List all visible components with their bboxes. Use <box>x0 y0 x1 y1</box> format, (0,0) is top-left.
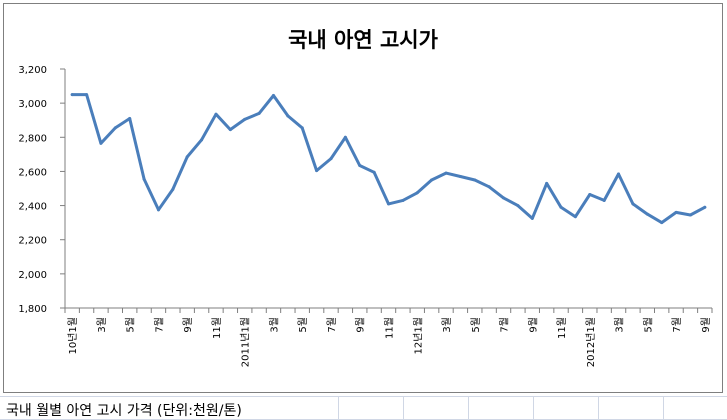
data-point <box>645 212 649 216</box>
x-tick-label: 7월 <box>499 317 511 333</box>
data-point <box>415 191 419 195</box>
data-point <box>545 181 549 185</box>
x-tick-label: 7월 <box>671 317 683 333</box>
cell-gridline <box>468 397 469 419</box>
x-tick-label: 5월 <box>125 317 137 333</box>
cell-gridline <box>663 397 664 419</box>
data-point <box>128 117 132 121</box>
data-point <box>559 205 563 209</box>
data-point <box>271 93 275 97</box>
data-point <box>142 177 146 181</box>
x-tick-label: 9월 <box>527 317 539 333</box>
data-point <box>444 171 448 175</box>
data-point <box>617 172 621 176</box>
data-point <box>200 138 204 142</box>
data-point <box>530 216 534 220</box>
data-point <box>602 198 606 202</box>
chart-frame: 국내 아연 고시가 <box>3 3 723 393</box>
x-tick-label: 7월 <box>326 317 338 333</box>
y-tick-label: 2,000 <box>18 270 47 281</box>
x-tick-label: 5월 <box>642 317 654 333</box>
x-axis-ticks: 10년1월 3월 5월 7월 9월 11월 2011년1월 3월 5월 7월 9월 11월 12년1월 3… <box>64 308 713 367</box>
x-tick-label: 9월 <box>700 317 712 333</box>
y-tick-label: 1,800 <box>18 304 47 315</box>
axes <box>64 69 712 309</box>
data-point <box>573 215 577 219</box>
x-tick-label: 7월 <box>153 317 165 333</box>
x-tick-label: 12년1월 <box>412 317 424 355</box>
data-point <box>372 170 376 174</box>
y-tick-label: 2,200 <box>18 236 47 247</box>
data-point <box>458 175 462 179</box>
data-point <box>487 185 491 189</box>
x-tick-label: 9월 <box>182 317 194 333</box>
x-tick-label: 3월 <box>441 317 453 333</box>
data-point <box>401 198 405 202</box>
data-point <box>343 135 347 139</box>
data-point <box>703 205 707 209</box>
y-tick-label: 2,800 <box>18 133 47 144</box>
data-point <box>113 126 117 130</box>
data-point <box>430 178 434 182</box>
x-tick-label: 2012년1월 <box>585 317 597 367</box>
data-point <box>228 128 232 132</box>
data-point <box>243 117 247 121</box>
x-tick-label: 3월 <box>268 317 280 333</box>
x-tick-label: 3월 <box>614 317 626 333</box>
caption-row: 국내 월별 아연 고시 가격 (단위:천원/톤) <box>0 396 727 420</box>
data-point <box>85 93 89 97</box>
x-tick-label: 11월 <box>211 317 223 339</box>
data-point <box>156 208 160 212</box>
y-tick-label: 3,000 <box>18 99 47 110</box>
line-chart: 1,800 2,000 2,200 2,400 2,600 2,800 3,000 3,200… <box>18 65 713 367</box>
cell-gridline <box>338 397 339 419</box>
cell-gridline <box>533 397 534 419</box>
data-point <box>674 210 678 214</box>
chart-caption: 국내 월별 아연 고시 가격 (단위:천원/톤) <box>6 403 242 419</box>
data-point <box>688 213 692 217</box>
x-tick-label: 11월 <box>384 317 396 339</box>
x-tick-label: 9월 <box>355 317 367 333</box>
chart-title: 국내 아연 고시가 <box>288 28 438 52</box>
data-point <box>502 196 506 200</box>
x-tick-label: 5월 <box>297 317 309 333</box>
cell-gridline <box>403 397 404 419</box>
y-tick-label: 2,400 <box>18 202 47 213</box>
data-point <box>185 155 189 159</box>
data-point <box>300 126 304 130</box>
data-point <box>631 202 635 206</box>
data-point <box>358 163 362 167</box>
x-tick-label: 10년1월 <box>67 317 79 355</box>
data-point <box>387 202 390 206</box>
data-point <box>70 93 74 97</box>
data-point <box>257 111 261 115</box>
data-point <box>315 169 319 173</box>
series-layer <box>70 93 707 225</box>
y-axis-ticks: 1,800 2,000 2,200 2,400 2,600 2,800 3,000 3,200 <box>18 65 65 315</box>
data-point <box>214 112 218 116</box>
x-tick-label: 2011년1월 <box>240 317 252 367</box>
y-tick-label: 2,600 <box>18 167 47 178</box>
x-tick-label: 11월 <box>556 317 568 339</box>
data-point <box>588 192 592 196</box>
data-point <box>516 204 520 208</box>
data-point <box>99 141 103 145</box>
data-point <box>660 221 664 225</box>
data-point <box>171 187 175 191</box>
cell-gridline <box>598 397 599 419</box>
data-point <box>286 114 290 118</box>
x-tick-label: 3월 <box>96 317 108 333</box>
y-tick-label: 3,200 <box>18 65 47 76</box>
x-tick-label: 5월 <box>470 317 482 333</box>
data-point <box>473 178 477 182</box>
data-point <box>329 157 333 161</box>
